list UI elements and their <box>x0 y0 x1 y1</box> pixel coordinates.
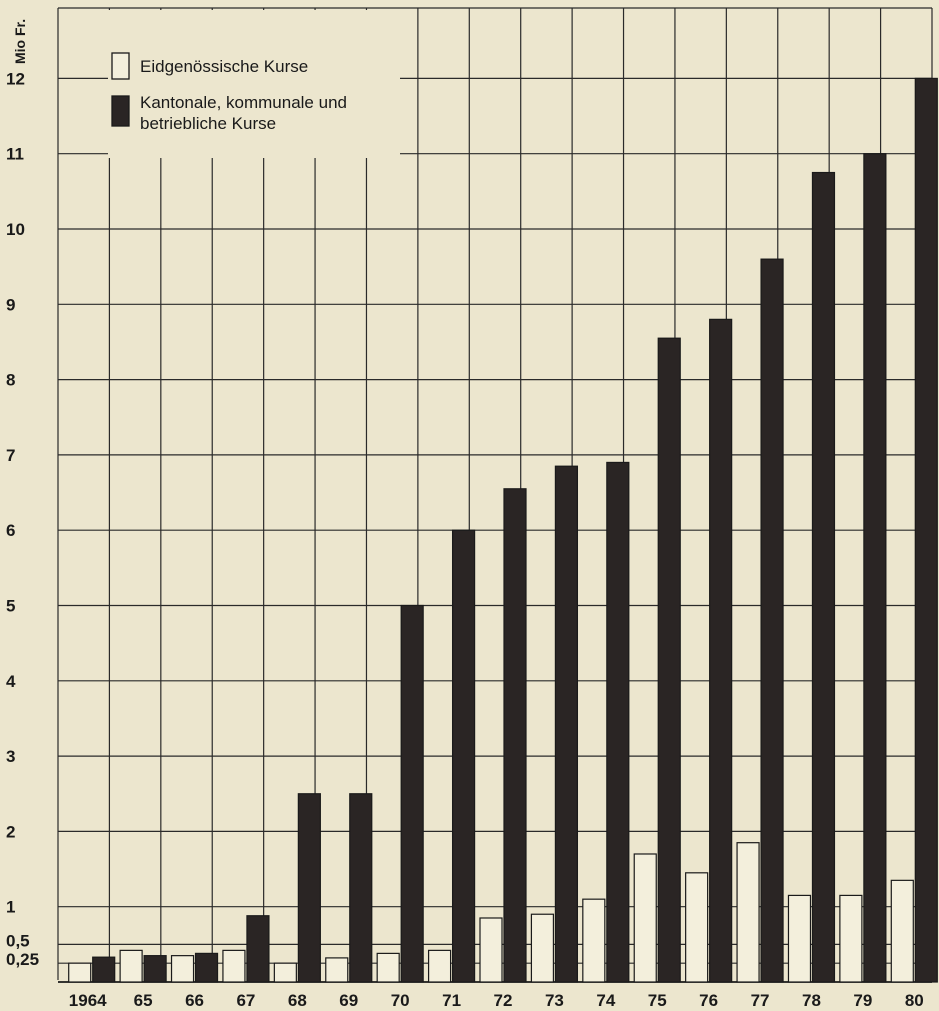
x-tick-label: 80 <box>905 991 924 1010</box>
y-unit-label: Mio Fr. <box>12 19 28 64</box>
x-tick-label: 75 <box>648 991 667 1010</box>
bar-kantonal-78 <box>811 171 836 983</box>
x-tick-label: 68 <box>288 991 307 1010</box>
bar-eidgenoessisch-74 <box>582 898 606 983</box>
bar-kantonal-67 <box>246 915 270 983</box>
y-tick-label: 2 <box>6 822 15 841</box>
legend: Eidgenössische Kurse Kantonale, kommunale… <box>108 10 400 158</box>
y-tick-label: 0,5 <box>6 931 30 950</box>
bar-eidgenoessisch-73 <box>530 913 555 983</box>
x-tick-label: 66 <box>185 991 204 1010</box>
bar-eidgenoessisch-67 <box>222 949 246 983</box>
bar-kantonal-72 <box>503 488 527 983</box>
legend-swatch-kantonal <box>111 95 130 127</box>
bar-kantonal-65 <box>143 955 167 983</box>
x-tick-label: 64 <box>88 991 107 1010</box>
y-tick-label: 10 <box>6 220 25 239</box>
x-tick-label: 71 <box>442 991 461 1010</box>
bar-eidgenoessisch-68 <box>273 962 297 983</box>
y-tick-label: 5 <box>6 597 15 616</box>
y-tick-label: 9 <box>6 295 15 314</box>
bar-eidgenoessisch-70 <box>376 952 400 983</box>
bar-eidgenoessisch-65 <box>119 949 143 983</box>
x-tick-label: 78 <box>802 991 821 1010</box>
bar-kantonal-68 <box>297 793 321 983</box>
x-tick-label: 79 <box>853 991 872 1010</box>
y-tick-label: 7 <box>6 446 15 465</box>
legend-label: betriebliche Kurse <box>140 114 276 133</box>
x-tick-label: 72 <box>494 991 513 1010</box>
bars <box>68 77 938 983</box>
x-tick-label: 76 <box>699 991 718 1010</box>
x-tick-label: 65 <box>134 991 153 1010</box>
bar-eidgenoessisch-69 <box>325 957 349 983</box>
legend-background <box>108 10 400 158</box>
bar-kantonal-66 <box>194 952 219 983</box>
x-tick-label: 69 <box>339 991 358 1010</box>
bar-eidgenoessisch-66 <box>170 955 195 983</box>
bar-kantonal-80 <box>914 77 938 983</box>
legend-swatch-eidgenoessisch <box>111 52 130 80</box>
bar-kantonal-73 <box>554 465 579 983</box>
bar-kantonal-77 <box>760 258 784 983</box>
bar-eidgenoessisch-75 <box>633 853 657 983</box>
y-tick-label: 12 <box>6 69 25 88</box>
bar-eidgenoessisch-1964 <box>68 962 92 983</box>
y-tick-label: 1 <box>6 898 15 917</box>
y-tick-label: 11 <box>6 145 24 164</box>
x-tick-label: 77 <box>751 991 770 1010</box>
bar-eidgenoessisch-79 <box>839 894 863 983</box>
bar-eidgenoessisch-72 <box>479 917 503 983</box>
x-tick-label: 70 <box>391 991 410 1010</box>
bar-kantonal-75 <box>657 337 681 983</box>
bar-kantonal-76 <box>709 318 733 983</box>
bar-kantonal-74 <box>606 461 630 983</box>
y-tick-label: 4 <box>6 672 16 691</box>
bar-eidgenoessisch-77 <box>736 842 760 983</box>
y-tick-label: 0,25 <box>6 950 39 969</box>
bar-eidgenoessisch-78 <box>787 894 812 983</box>
x-tick-label: 73 <box>545 991 564 1010</box>
bar-eidgenoessisch-80 <box>890 879 914 983</box>
bar-kantonal-70 <box>400 604 424 983</box>
x-tick-prefix: 19 <box>69 991 88 1010</box>
x-tick-label: 74 <box>596 991 615 1010</box>
bar-eidgenoessisch-76 <box>685 872 709 983</box>
y-tick-label: 6 <box>6 521 15 540</box>
y-tick-label: 3 <box>6 747 15 766</box>
bar-eidgenoessisch-71 <box>427 949 452 983</box>
x-axis: 19 64 65 66 67 68 69 70 71 72 73 74 75 76 77 78 79 80 <box>69 991 924 1010</box>
bar-kantonal-71 <box>451 529 476 983</box>
legend-label: Kantonale, kommunale und <box>140 93 347 112</box>
bar-kantonal-69 <box>349 793 373 983</box>
legend-label: Eidgenössische Kurse <box>140 57 308 76</box>
y-tick-label: 8 <box>6 371 15 390</box>
bar-kantonal-79 <box>863 153 887 983</box>
bar-kantonal-1964 <box>92 956 116 983</box>
x-tick-label: 67 <box>236 991 255 1010</box>
